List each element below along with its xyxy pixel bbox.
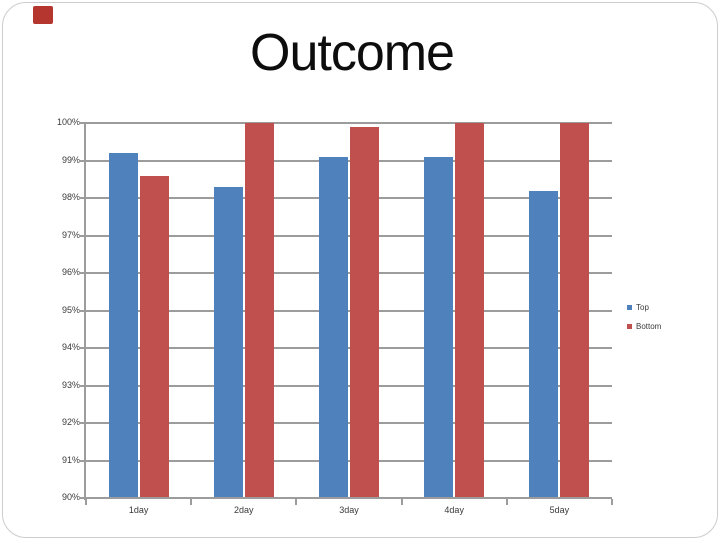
y-axis-tick	[79, 197, 86, 199]
y-axis-label-93: 93%	[61, 379, 80, 390]
x-axis-tick	[505, 499, 508, 505]
x-axis-label-3day: 3day	[339, 505, 359, 515]
y-axis-label-96: 96%	[61, 267, 80, 277]
bar-top-4day	[424, 156, 454, 498]
gridline-96	[86, 272, 612, 274]
y-axis-tick	[79, 309, 86, 312]
y-axis-label-95: 95%	[61, 304, 80, 315]
y-axis-label-90: 90%	[61, 492, 80, 502]
bar-bottom-4day	[455, 123, 485, 498]
gridline-95	[86, 309, 612, 312]
legend-label-top: Top	[636, 303, 649, 312]
gridline-94	[86, 347, 612, 349]
legend-item-top: Top	[627, 303, 649, 312]
gridline-97	[86, 234, 612, 237]
y-axis-label-99: 99%	[61, 154, 80, 165]
gridline-100	[86, 122, 612, 124]
gridline-93	[86, 384, 612, 387]
legend-item-bottom: Bottom	[627, 322, 661, 331]
y-axis-tick	[79, 347, 86, 349]
x-axis-label-4day: 4day	[444, 505, 464, 515]
y-axis-tick	[79, 497, 86, 499]
y-axis-label-97: 97%	[61, 229, 80, 240]
y-axis-tick	[79, 122, 86, 124]
y-axis-label-92: 92%	[61, 417, 80, 427]
bar-bottom-3day	[350, 126, 379, 498]
y-axis-tick	[79, 234, 86, 237]
gridline-91	[86, 459, 612, 462]
legend-label-bottom: Bottom	[636, 322, 662, 331]
x-axis-label-1day: 1day	[128, 505, 149, 515]
y-axis-label-98: 98%	[61, 192, 80, 202]
bar-bottom-1day	[139, 175, 169, 498]
x-axis-label-2day: 2day	[234, 505, 254, 515]
x-axis-tick	[295, 499, 298, 505]
y-axis-tick	[79, 159, 86, 162]
y-axis-line	[84, 123, 86, 500]
gridline-99	[86, 159, 612, 162]
x-axis-tick	[190, 499, 193, 505]
y-axis-label-91: 91%	[61, 454, 80, 465]
bar-bottom-2day	[244, 123, 274, 498]
y-axis-tick	[79, 422, 86, 424]
corner-logo	[33, 6, 53, 24]
bar-top-5day	[529, 190, 559, 498]
x-axis-line	[84, 497, 612, 499]
bar-top-1day	[108, 153, 138, 498]
x-axis-tick	[611, 499, 613, 505]
legend-swatch-bottom-icon	[627, 324, 632, 329]
slide-title: Outcome	[250, 24, 455, 82]
x-axis-tick	[85, 499, 87, 505]
bar-bottom-5day	[560, 123, 590, 498]
gridline-98	[86, 197, 612, 199]
chart-legend: Top Bottom	[627, 303, 707, 343]
gridline-92	[86, 422, 612, 424]
legend-swatch-top-icon	[627, 305, 632, 310]
y-axis-label-94: 94%	[61, 342, 80, 352]
bar-top-3day	[319, 156, 348, 498]
x-axis-label-5day: 5day	[549, 505, 570, 515]
y-axis-tick	[79, 384, 86, 387]
y-axis-tick	[79, 272, 86, 274]
y-axis-tick	[79, 459, 86, 462]
bar-top-2day	[213, 186, 243, 498]
x-axis-tick	[400, 499, 403, 505]
y-axis-label-100: 100%	[56, 117, 80, 127]
